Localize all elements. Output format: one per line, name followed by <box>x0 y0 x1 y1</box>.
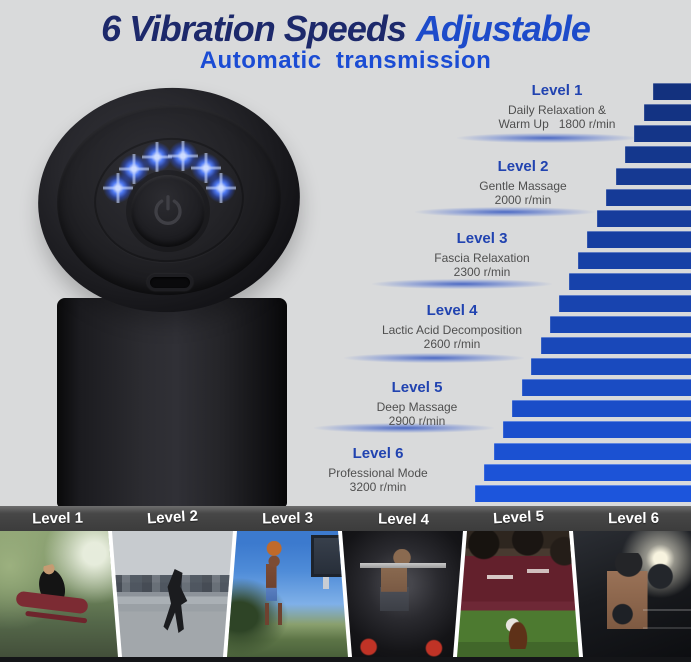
level-5-description: Deep Massage 2900 r/min <box>302 400 532 428</box>
divider-glow <box>372 279 552 289</box>
power-button <box>131 175 205 247</box>
level-3-title: Level 3 <box>456 230 508 247</box>
level-6-line1: Professional Mode <box>328 466 428 480</box>
level-3-line2: 2300 r/min <box>453 265 511 279</box>
footer-label-level-4: Level 4 <box>377 510 429 529</box>
photo-football-linemen <box>457 531 579 657</box>
level-4-info: Level 4 Lactic Acid Decomposition 2600 r… <box>337 302 567 351</box>
photo-basketball-dunk <box>227 531 348 657</box>
stair-step-2 <box>643 104 691 122</box>
divider-glow <box>457 133 637 143</box>
level-6-description: Professional Mode 3200 r/min <box>263 466 493 494</box>
stair-step-6 <box>606 188 691 206</box>
level-4-line1: Lactic Acid Decomposition <box>381 323 523 337</box>
stair-step-3 <box>634 125 691 143</box>
photo-man-running <box>112 531 233 657</box>
power-icon <box>150 192 186 230</box>
level-1-description: Daily Relaxation & Warm Up 1800 r/min <box>442 103 672 131</box>
stair-step-12 <box>549 315 691 333</box>
level-5-title: Level 5 <box>391 379 443 396</box>
stair-step-1 <box>653 83 691 100</box>
stair-step-9 <box>578 252 691 270</box>
footer-label-level-3: Level 3 <box>262 509 314 528</box>
stair-step-15 <box>521 379 691 397</box>
stair-step-11 <box>559 294 691 312</box>
photo-barbell-squat <box>342 531 463 657</box>
stair-step-7 <box>596 209 691 227</box>
stair-step-18 <box>493 442 691 460</box>
usb-c-port-icon <box>147 274 193 291</box>
level-2-info: Level 2 Gentle Massage 2000 r/min <box>408 158 638 207</box>
level-4-description: Lactic Acid Decomposition 2600 r/min <box>337 323 567 351</box>
level-5-info: Level 5 Deep Massage 2900 r/min <box>302 379 532 428</box>
stair-step-10 <box>568 273 691 291</box>
footer-label-level-5: Level 5 <box>492 507 545 528</box>
level-4-title: Level 4 <box>426 302 478 319</box>
bottom-edge-strip <box>0 657 691 662</box>
footer-label-level-6: Level 6 <box>607 509 659 528</box>
level-2-title: Level 2 <box>497 158 549 175</box>
level-1-line2: Warm Up 1800 r/min <box>498 117 616 131</box>
level-4-line2: 2600 r/min <box>423 337 481 351</box>
stair-step-20 <box>474 484 691 502</box>
footer-label-level-2: Level 2 <box>146 507 199 528</box>
page-subtitle: Automatic transmission <box>199 47 492 74</box>
footer-label-level-1: Level 1 <box>31 509 84 528</box>
stair-step-13 <box>540 336 691 354</box>
level-1-info: Level 1 Daily Relaxation & Warm Up 1800 … <box>442 82 672 131</box>
level-1-line1: Daily Relaxation & <box>507 103 607 117</box>
level-2-line1: Gentle Massage <box>479 179 567 193</box>
divider-glow <box>314 423 494 433</box>
level-3-description: Fascia Relaxation 2300 r/min <box>367 251 597 279</box>
level-2-description: Gentle Massage 2000 r/min <box>408 179 638 207</box>
stair-step-19 <box>484 463 691 481</box>
divider-glow <box>415 207 595 217</box>
level-6-title: Level 6 <box>352 445 404 462</box>
led-indicator-6 <box>206 173 236 203</box>
stair-step-5 <box>615 167 691 185</box>
level-6-info: Level 6 Professional Mode 3200 r/min <box>263 445 493 494</box>
level-2-line2: 2000 r/min <box>494 193 552 207</box>
divider-glow <box>344 353 524 363</box>
activity-photos <box>0 531 691 657</box>
photo-boxer-training <box>573 531 691 657</box>
stair-step-4 <box>624 146 691 164</box>
page-title: 6 Vibration Speeds Adjustable <box>0 8 691 50</box>
level-5-line2: 2900 r/min <box>388 414 446 428</box>
stair-step-14 <box>531 357 691 375</box>
level-5-line1: Deep Massage <box>376 400 458 414</box>
level-3-info: Level 3 Fascia Relaxation 2300 r/min <box>367 230 597 279</box>
title-blue-part: Adjustable <box>415 8 591 49</box>
level-3-line1: Fascia Relaxation <box>434 251 530 265</box>
stair-step-17 <box>503 421 691 439</box>
device-body <box>57 298 287 507</box>
stair-step-8 <box>587 231 691 249</box>
level-1-title: Level 1 <box>531 82 583 99</box>
footer-level-bar: Level 1 Level 2 Level 3 Level 4 Level 5 … <box>0 506 691 531</box>
level-6-line2: 3200 r/min <box>349 480 407 494</box>
stair-step-16 <box>512 400 691 418</box>
photo-woman-stretching <box>0 531 118 657</box>
title-dark-part: 6 Vibration Speeds <box>101 8 407 49</box>
led-indicator-3 <box>142 142 172 172</box>
